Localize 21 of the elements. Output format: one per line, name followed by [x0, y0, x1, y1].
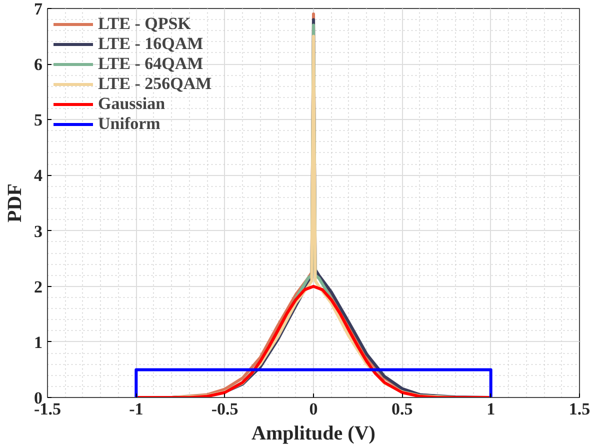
x-tick-label: -0.5 — [211, 400, 238, 418]
x-tick-label: -1 — [129, 400, 144, 418]
x-tick-label: 0.5 — [392, 400, 413, 418]
y-tick-label: 2 — [34, 277, 42, 296]
legend-label: LTE - 256QAM — [98, 74, 212, 94]
x-tick-label: 1 — [486, 400, 496, 418]
legend-label: Uniform — [98, 114, 160, 134]
x-tick-label: 0 — [309, 400, 318, 418]
x-axis-title: Amplitude (V) — [252, 422, 376, 444]
y-tick-label: 6 — [34, 55, 42, 74]
y-tick-label: 5 — [34, 110, 42, 130]
y-tick-label: 1 — [34, 332, 42, 352]
x-tick-label: 1.5 — [568, 400, 590, 418]
legend-label: LTE - 16QAM — [98, 34, 204, 54]
y-tick-label: 7 — [34, 0, 43, 18]
legend-label: Gaussian — [98, 94, 166, 114]
y-tick-label: 4 — [34, 166, 43, 186]
y-axis-title: PDF — [4, 184, 26, 222]
y-tick-label: 3 — [34, 222, 42, 241]
legend-label: LTE - 64QAM — [98, 54, 204, 74]
legend-label: LTE - QPSK — [98, 14, 191, 34]
